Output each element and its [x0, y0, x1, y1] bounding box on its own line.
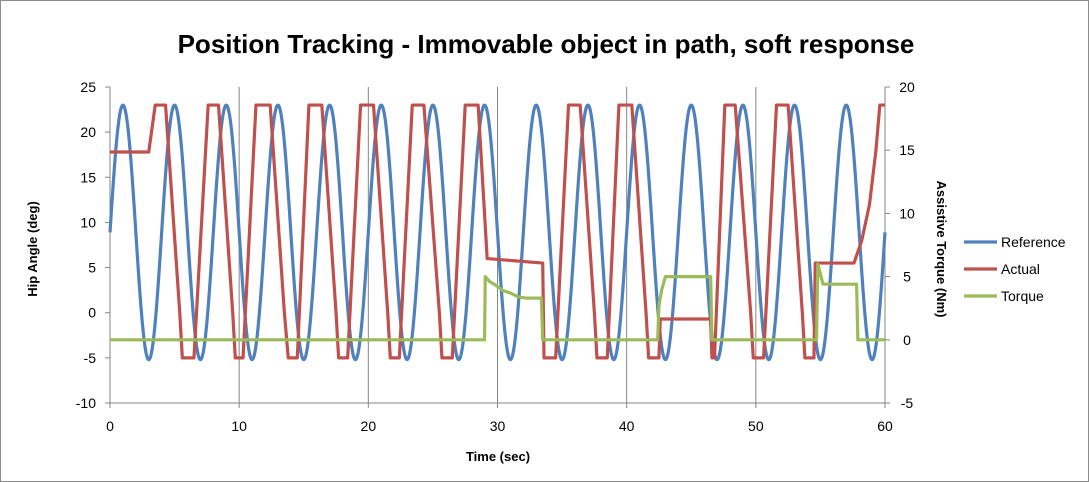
y-tick-label: 25: [80, 79, 96, 95]
x-tick-label: 50: [748, 418, 764, 434]
x-tick-label: 0: [106, 418, 114, 434]
x-tick-label: 30: [490, 418, 506, 434]
y2-tick-label: -5: [901, 395, 914, 411]
y-tick-label: 15: [80, 169, 96, 185]
legend-label-reference: Reference: [1001, 234, 1066, 250]
y2-tick-label: 10: [899, 205, 915, 221]
y-tick-label: -5: [84, 350, 97, 366]
legend-label-torque: Torque: [1001, 288, 1044, 304]
y2-tick-label: 5: [903, 269, 911, 285]
chart-title: Position Tracking - Immovable object in …: [178, 29, 915, 59]
y2-tick-label: 20: [899, 79, 915, 95]
y-tick-label: 5: [88, 260, 96, 276]
y2-axis-title: Assistive Torque (Nm): [934, 180, 949, 317]
y-axis-title: Hip Angle (deg): [25, 201, 40, 297]
legend: Reference Actual Torque: [964, 234, 1066, 304]
legend-label-actual: Actual: [1001, 261, 1040, 277]
series-line-reference: [108, 103, 887, 362]
y-tick-label: -10: [76, 395, 96, 411]
y2-tick-label: 15: [899, 142, 915, 158]
x-axis-title: Time (sec): [466, 449, 530, 464]
y-tick-label: 0: [88, 305, 96, 321]
series-line-torque: [110, 262, 885, 342]
y-tick-label: 20: [80, 124, 96, 140]
y2-tick-label: 0: [903, 332, 911, 348]
x-tick-label: 10: [231, 418, 247, 434]
x-tick-label: 60: [877, 418, 893, 434]
x-tick-label: 20: [361, 418, 377, 434]
plot-area: -10 -5 0 5 10 15 20 25 -5 0 5 10 15 20 0 10 20 30 40 50 60: [76, 79, 915, 434]
y-tick-label: 10: [80, 214, 96, 230]
series-line-actual: [110, 103, 885, 360]
x-tick-label: 40: [619, 418, 635, 434]
